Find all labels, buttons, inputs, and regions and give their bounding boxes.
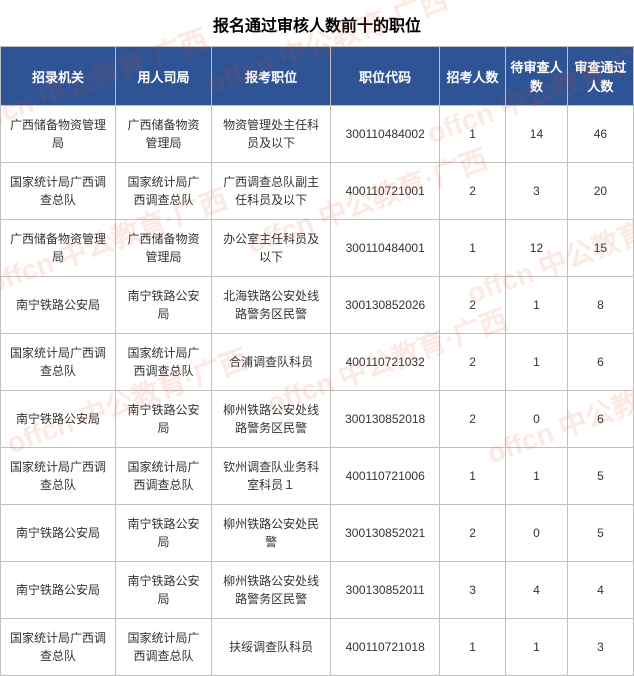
table-cell: 1 bbox=[506, 334, 568, 391]
table-cell: 南宁铁路公安局 bbox=[116, 505, 212, 562]
table-header-cell: 报考职位 bbox=[211, 47, 330, 106]
table-cell: 广西储备物资管理局 bbox=[116, 220, 212, 277]
table-header-cell: 审查通过人数 bbox=[567, 47, 633, 106]
table-cell: 国家统计局广西调查总队 bbox=[1, 163, 116, 220]
table-cell: 南宁铁路公安局 bbox=[1, 562, 116, 619]
table-cell: 5 bbox=[567, 505, 633, 562]
table-cell: 柳州铁路公安处线路警务区民警 bbox=[211, 562, 330, 619]
table-cell: 400110721006 bbox=[331, 448, 440, 505]
table-cell: 柳州铁路公安处线路警务区民警 bbox=[211, 391, 330, 448]
table-cell: 南宁铁路公安局 bbox=[116, 391, 212, 448]
table-cell: 1 bbox=[506, 277, 568, 334]
table-cell: 0 bbox=[506, 505, 568, 562]
table-cell: 400110721018 bbox=[331, 619, 440, 676]
table-cell: 300110484001 bbox=[331, 220, 440, 277]
table-cell: 15 bbox=[567, 220, 633, 277]
table-cell: 46 bbox=[567, 106, 633, 163]
table-cell: 扶绥调查队科员 bbox=[211, 619, 330, 676]
table-cell: 办公室主任科员及以下 bbox=[211, 220, 330, 277]
table-cell: 1 bbox=[440, 106, 506, 163]
table-cell: 广西储备物资管理局 bbox=[1, 106, 116, 163]
table-header-row: 招录机关用人司局报考职位职位代码招考人数待审查人数审查通过人数 bbox=[1, 47, 634, 106]
table-row: 南宁铁路公安局南宁铁路公安局北海铁路公安处线路警务区民警300130852026… bbox=[1, 277, 634, 334]
table-cell: 6 bbox=[567, 334, 633, 391]
table-cell: 8 bbox=[567, 277, 633, 334]
table-cell: 国家统计局广西调查总队 bbox=[116, 619, 212, 676]
table-cell: 20 bbox=[567, 163, 633, 220]
table-cell: 2 bbox=[440, 334, 506, 391]
table-cell: 300130852018 bbox=[331, 391, 440, 448]
table-cell: 4 bbox=[567, 562, 633, 619]
table-cell: 国家统计局广西调查总队 bbox=[116, 334, 212, 391]
table-row: 南宁铁路公安局南宁铁路公安局柳州铁路公安处线路警务区民警300130852018… bbox=[1, 391, 634, 448]
table-cell: 12 bbox=[506, 220, 568, 277]
table-cell: 1 bbox=[440, 220, 506, 277]
table-cell: 400110721001 bbox=[331, 163, 440, 220]
table-cell: 1 bbox=[506, 619, 568, 676]
table-cell: 广西储备物资管理局 bbox=[116, 106, 212, 163]
table-cell: 300130852026 bbox=[331, 277, 440, 334]
table-cell: 南宁铁路公安局 bbox=[1, 391, 116, 448]
table-cell: 南宁铁路公安局 bbox=[1, 505, 116, 562]
table-cell: 4 bbox=[506, 562, 568, 619]
table-cell: 1 bbox=[506, 448, 568, 505]
table-cell: 1 bbox=[440, 448, 506, 505]
table-cell: 3 bbox=[567, 619, 633, 676]
table-cell: 国家统计局广西调查总队 bbox=[1, 619, 116, 676]
table-cell: 国家统计局广西调查总队 bbox=[116, 448, 212, 505]
table-cell: 北海铁路公安处线路警务区民警 bbox=[211, 277, 330, 334]
table-cell: 南宁铁路公安局 bbox=[1, 277, 116, 334]
table-cell: 3 bbox=[506, 163, 568, 220]
table-cell: 1 bbox=[440, 619, 506, 676]
table-cell: 南宁铁路公安局 bbox=[116, 562, 212, 619]
table-cell: 南宁铁路公安局 bbox=[116, 277, 212, 334]
table-cell: 6 bbox=[567, 391, 633, 448]
table-cell: 国家统计局广西调查总队 bbox=[1, 334, 116, 391]
table-cell: 国家统计局广西调查总队 bbox=[116, 163, 212, 220]
data-table: 招录机关用人司局报考职位职位代码招考人数待审查人数审查通过人数 广西储备物资管理… bbox=[0, 46, 634, 676]
table-cell: 物资管理处主任科员及以下 bbox=[211, 106, 330, 163]
table-row: 国家统计局广西调查总队国家统计局广西调查总队广西调查总队副主任科员及以下4001… bbox=[1, 163, 634, 220]
table-cell: 300130852011 bbox=[331, 562, 440, 619]
table-header-cell: 用人司局 bbox=[116, 47, 212, 106]
table-cell: 2 bbox=[440, 277, 506, 334]
table-row: 南宁铁路公安局南宁铁路公安局柳州铁路公安处民警300130852021205 bbox=[1, 505, 634, 562]
table-cell: 400110721032 bbox=[331, 334, 440, 391]
table-cell: 3 bbox=[440, 562, 506, 619]
table-cell: 柳州铁路公安处民警 bbox=[211, 505, 330, 562]
table-cell: 5 bbox=[567, 448, 633, 505]
table-header-cell: 职位代码 bbox=[331, 47, 440, 106]
table-cell: 300110484002 bbox=[331, 106, 440, 163]
table-row: 国家统计局广西调查总队国家统计局广西调查总队扶绥调查队科员40011072101… bbox=[1, 619, 634, 676]
table-cell: 广西储备物资管理局 bbox=[1, 220, 116, 277]
table-header-cell: 待审查人数 bbox=[506, 47, 568, 106]
table-cell: 2 bbox=[440, 391, 506, 448]
table-cell: 300130852021 bbox=[331, 505, 440, 562]
table-cell: 2 bbox=[440, 163, 506, 220]
table-cell: 钦州调查队业务科室科员１ bbox=[211, 448, 330, 505]
table-row: 广西储备物资管理局广西储备物资管理局办公室主任科员及以下300110484001… bbox=[1, 220, 634, 277]
table-body: 广西储备物资管理局广西储备物资管理局物资管理处主任科员及以下3001104840… bbox=[1, 106, 634, 676]
table-cell: 14 bbox=[506, 106, 568, 163]
table-cell: 广西调查总队副主任科员及以下 bbox=[211, 163, 330, 220]
table-cell: 国家统计局广西调查总队 bbox=[1, 448, 116, 505]
table-row: 广西储备物资管理局广西储备物资管理局物资管理处主任科员及以下3001104840… bbox=[1, 106, 634, 163]
table-cell: 2 bbox=[440, 505, 506, 562]
table-row: 国家统计局广西调查总队国家统计局广西调查总队合浦调查队科员40011072103… bbox=[1, 334, 634, 391]
page-title: 报名通过审核人数前十的职位 bbox=[0, 0, 634, 46]
table-cell: 0 bbox=[506, 391, 568, 448]
table-row: 国家统计局广西调查总队国家统计局广西调查总队钦州调查队业务科室科员１400110… bbox=[1, 448, 634, 505]
table-row: 南宁铁路公安局南宁铁路公安局柳州铁路公安处线路警务区民警300130852011… bbox=[1, 562, 634, 619]
table-header-cell: 招录机关 bbox=[1, 47, 116, 106]
table-header-cell: 招考人数 bbox=[440, 47, 506, 106]
table-cell: 合浦调查队科员 bbox=[211, 334, 330, 391]
